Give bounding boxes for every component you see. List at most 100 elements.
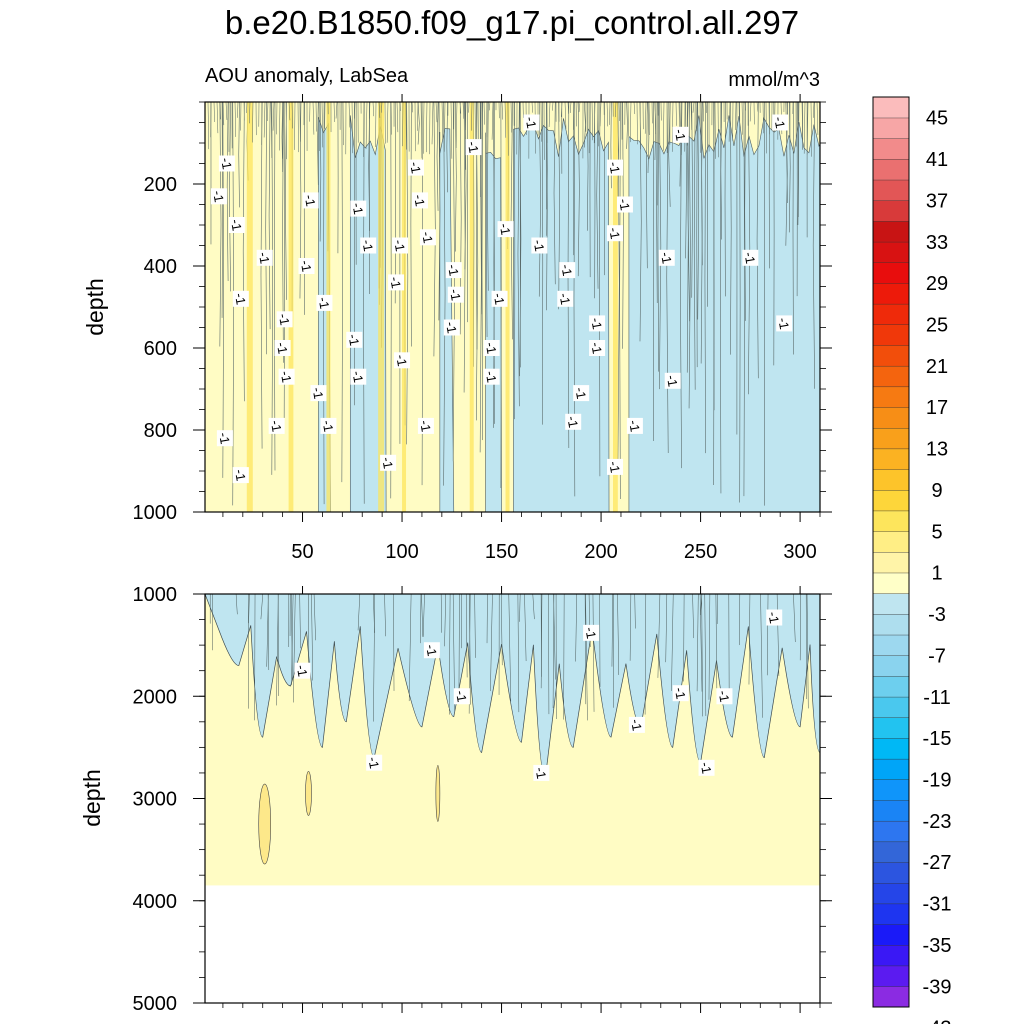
contour-label: -1 [626,418,643,434]
contour-label: -1 [523,115,540,131]
x-tick-label: 100 [385,541,418,563]
colorbar-label: -3 [928,604,946,626]
contour-label: -1 [218,156,235,172]
colorbar-swatch [873,986,909,1007]
contour-label: -1 [658,250,675,266]
contour-label: -1 [765,610,782,626]
colorbar-swatch [873,924,909,945]
colorbar-label: 17 [926,397,948,419]
colorbar-swatch [873,862,909,883]
y-tick-label: 1000 [133,502,178,524]
yellow-blob [259,784,271,864]
colorbar-swatch [873,655,909,676]
contour-label: -1 [628,717,645,733]
colorbar: 454137332925211713951-3-7-11-15-19-23-27… [873,97,951,1024]
colorbar-swatch [873,821,909,842]
colorbar-label: -43 [923,1018,952,1024]
colorbar-swatch [873,242,909,263]
colorbar-label: 13 [926,439,948,461]
chart-units-label: mmol/m^3 [728,69,820,91]
y-tick-label: 1000 [133,584,178,606]
contour-label: -1 [447,287,464,303]
contour-label: -1 [716,688,733,704]
contour-label: -1 [672,127,689,143]
colorbar-swatch [873,490,909,511]
yellow-streak [289,102,294,512]
colorbar-swatch [873,945,909,966]
contour-label: -1 [556,291,573,307]
x-tick-label: 250 [684,541,717,563]
yellow-streak [470,102,474,512]
colorbar-swatch [873,325,909,346]
contour-label: -1 [278,369,295,385]
contour-label: -1 [298,258,315,274]
contour-label: -1 [465,139,482,155]
colorbar-swatch [873,531,909,552]
colorbar-label: -23 [923,811,952,833]
colorbar-swatch [873,138,909,159]
y-tick-label: 4000 [133,891,178,913]
upper-y-axis-label: depth [82,278,108,336]
contour-label: -1 [417,418,434,434]
colorbar-swatch [873,345,909,366]
contour-label: -1 [349,201,366,217]
colorbar-swatch [873,573,909,594]
y-tick-label: 400 [144,256,177,278]
colorbar-swatch [873,759,909,780]
colorbar-label: 41 [926,149,948,171]
colorbar-swatch [873,635,909,656]
colorbar-swatch [873,428,909,449]
yellow-streak [506,102,510,512]
y-tick-label: 2000 [133,686,178,708]
colorbar-swatch [873,697,909,718]
y-tick-label: 3000 [133,789,178,811]
contour-label: -1 [391,238,408,254]
contour-label: -1 [359,238,376,254]
colorbar-label: -31 [923,894,952,916]
colorbar-label: 21 [926,356,948,378]
colorbar-swatch [873,159,909,180]
y-tick-label: 600 [144,338,177,360]
colorbar-swatch [873,614,909,635]
contour-label: -1 [232,291,249,307]
colorbar-label: -27 [923,852,952,874]
contour-label: -1 [393,352,410,368]
contour-label: -1 [310,385,327,401]
colorbar-swatch [873,883,909,904]
colorbar-swatch [873,552,909,573]
colorbar-swatch [873,221,909,242]
colorbar-label: 33 [926,232,948,254]
contour-label: -1 [365,755,382,771]
colorbar-label: 29 [926,273,948,295]
contour-label: -1 [387,274,404,290]
contour-label: -1 [379,455,396,471]
contour-label: -1 [572,385,589,401]
x-tick-label: 150 [485,541,518,563]
colorbar-swatch [873,842,909,863]
contour-label: -1 [771,115,788,131]
contour-label: -1 [274,340,291,356]
yellow-blob [305,771,311,815]
chart-subtitle-left: AOU anomaly, LabSea [205,65,409,87]
yellow-streak [378,102,384,512]
colorbar-swatch [873,717,909,738]
colorbar-label: 37 [926,190,948,212]
colorbar-label: -35 [923,935,952,957]
contour-label: -1 [216,430,233,446]
contour-label: -1 [606,225,623,241]
upper-panel: -1 -1 -1 -1 -1 -1 -1 -1 -1 -1 -1 -1 -1 -1 -1 -1 -1 -1 -1 -1… [82,94,832,563]
contour-label: -1 [407,160,424,176]
contour-label: -1 [232,467,249,483]
contour-label: -1 [419,229,436,245]
colorbar-label: -19 [923,770,952,792]
contour-label: -1 [741,250,758,266]
contour-label: -1 [316,295,333,311]
contour-label: -1 [411,192,428,208]
contour-label: -1 [606,160,623,176]
contour-label: -1 [497,221,514,237]
y-tick-label: 800 [144,420,177,442]
contour-label: -1 [228,217,245,233]
colorbar-swatch [873,262,909,283]
